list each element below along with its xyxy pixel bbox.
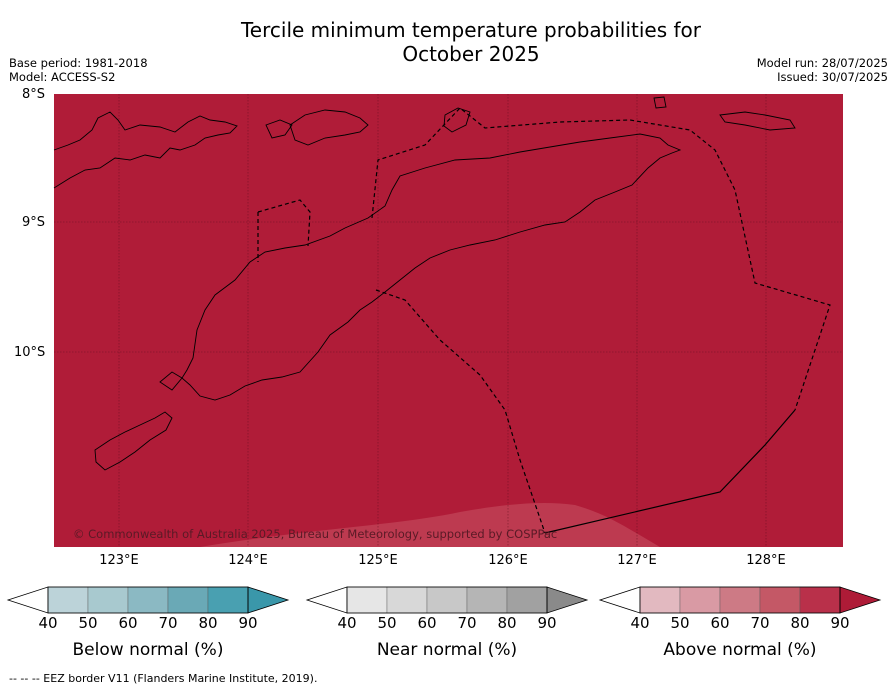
cb0-tick-2: 60 [118,614,138,632]
sumba-savu-coast [94,411,173,471]
coastlines [53,96,796,471]
cb1-tick-3: 70 [457,614,477,632]
lighter-probability-patch [200,502,660,547]
cb0-tick-5: 90 [238,614,258,632]
east-islands-coast [719,111,796,131]
model-text: Model: ACCESS-S2 [9,70,116,84]
cb0-tick-1: 50 [78,614,98,632]
cb0-title: Below normal (%) [72,640,224,660]
issued-text: Issued: 30/07/2025 [777,70,888,84]
title-line-1: Tercile minimum temperature probabilitie… [240,18,702,42]
lon-label-5: 128°E [746,553,786,568]
map-title: Tercile minimum temperature probabilitie… [0,18,896,66]
cb1-tick-2: 60 [417,614,437,632]
cb0-tick-0: 40 [38,614,58,632]
cb2-tick-2: 60 [710,614,730,632]
cb1-tick-1: 50 [377,614,397,632]
lon-label-3: 126°E [488,553,528,568]
lat-label-1: 9°S [22,215,46,230]
cb2-tick-1: 50 [670,614,690,632]
lon-label-4: 127°E [617,553,657,568]
wetar-coast [443,107,471,133]
cb1-title: Near normal (%) [376,640,518,660]
atauro-coast [265,119,293,139]
cb2-tick-3: 70 [750,614,770,632]
cb0-tick-4: 80 [198,614,218,632]
gridlines [54,94,843,547]
alor-coast [289,109,369,146]
australia-solid-boundary [544,409,796,534]
title-line-2: October 2025 [402,42,540,66]
timor-island-coast [181,133,682,401]
lon-label-1: 124°E [228,553,268,568]
base-period-text: Base period: 1981-2018 [9,56,148,70]
rote-island-coast [159,371,183,391]
cb2-tick-4: 80 [790,614,810,632]
cb0-tick-3: 70 [158,614,178,632]
copyright-credit: © Commonwealth of Australia 2025, Bureau… [73,527,558,541]
lon-label-0: 123°E [99,553,139,568]
cb2-tick-5: 90 [830,614,850,632]
meta-left: Base period: 1981-2018 Model: ACCESS-S2 [9,56,148,84]
north-islands-coast [53,111,238,189]
model-run-text: Model run: 28/07/2025 [756,56,888,70]
small-island-coast [653,96,667,109]
cb1-tick-4: 80 [497,614,517,632]
meta-right: Model run: 28/07/2025 Issued: 30/07/2025 [757,56,888,84]
lat-label-0: 8°S [22,87,46,102]
eez-footnote: -- -- -- EEZ border V11 (Flanders Marine… [9,672,318,685]
cb2-tick-0: 40 [630,614,650,632]
cb1-tick-0: 40 [337,614,357,632]
map-probability-field [54,94,843,547]
lon-label-2: 125°E [358,553,398,568]
cb2-title: Above normal (%) [663,640,817,660]
lat-label-2: 10°S [14,345,46,360]
cb1-tick-5: 90 [537,614,557,632]
eez-border [257,107,831,534]
